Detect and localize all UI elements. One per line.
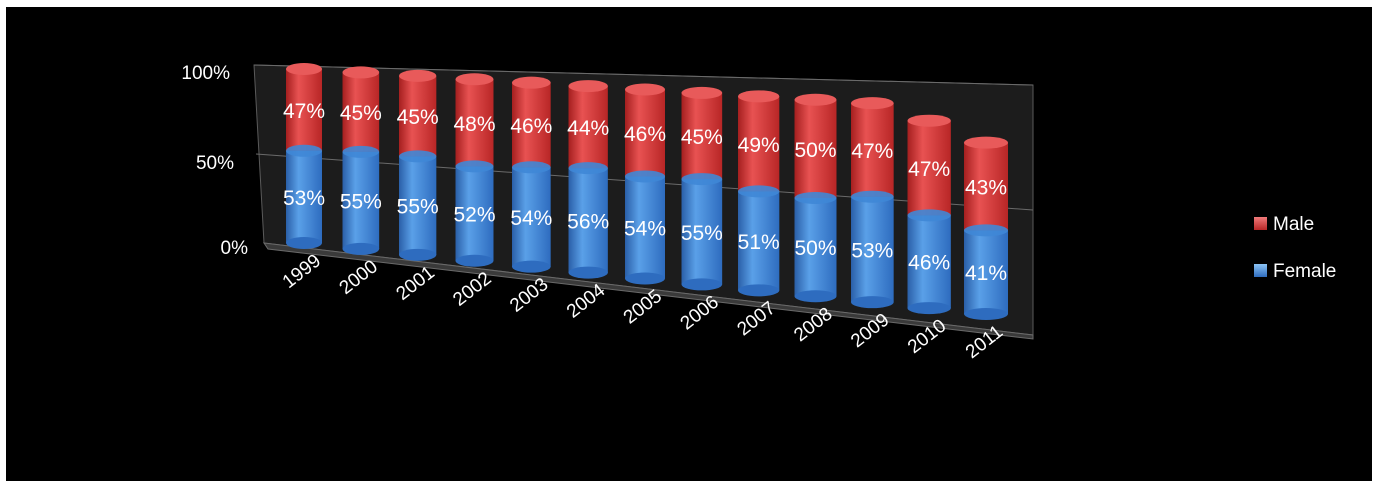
data-label-female: 51%	[738, 231, 780, 254]
data-label-male: 50%	[794, 139, 836, 162]
bar-female-base	[908, 302, 951, 314]
bar-male-cap	[682, 87, 723, 99]
bar-female-base	[512, 261, 551, 273]
x-tick-label: 1999	[279, 250, 325, 293]
data-label-male: 48%	[453, 113, 495, 136]
data-label-male: 47%	[908, 158, 950, 181]
bar-male-cap	[399, 70, 436, 82]
data-label-male: 47%	[851, 140, 893, 163]
bar-female-base	[343, 243, 380, 255]
bar-female-base	[682, 278, 723, 290]
bar-female-cap	[851, 191, 894, 203]
data-label-female: 53%	[283, 187, 325, 210]
data-label-male: 49%	[738, 134, 780, 157]
bar-female-cap	[682, 173, 723, 185]
data-label-female: 50%	[794, 237, 836, 260]
data-label-male: 43%	[965, 177, 1007, 200]
y-tick-label: 0%	[221, 238, 249, 259]
chart-area: 47% 53% 45% 55% 45% 55% 48% 52% 46% 54% 44% 56% 46% 5…	[6, 7, 1372, 481]
bar-female-cap	[512, 161, 551, 173]
data-label-female: 52%	[453, 204, 495, 227]
data-label-male: 46%	[510, 115, 552, 138]
data-label-male: 45%	[340, 102, 382, 125]
bar-female-cap	[625, 170, 665, 182]
data-label-female: 54%	[624, 217, 666, 240]
bar-male-cap	[795, 94, 837, 106]
bar-male-cap	[512, 77, 551, 89]
data-label-female: 55%	[340, 190, 382, 213]
bar-female-cap	[286, 145, 322, 157]
bar-female-cap	[399, 150, 436, 162]
bar-male-cap	[625, 84, 665, 96]
bar-female-base	[625, 273, 665, 285]
y-axis: 0% 50% 100%	[181, 63, 248, 259]
y-tick-label: 50%	[196, 153, 234, 174]
legend: Male Female	[1254, 214, 1336, 282]
bar-female-cap	[343, 146, 380, 158]
bar-female-base	[795, 290, 837, 302]
bar-female-cap	[964, 224, 1008, 236]
y-tick-label: 100%	[181, 63, 230, 84]
bar-female-base	[399, 249, 436, 261]
bar-female-cap	[795, 192, 837, 204]
bar-female-base	[964, 308, 1008, 320]
bar-male-cap	[569, 80, 608, 92]
bar-female-cap	[456, 160, 494, 172]
data-label-female: 53%	[851, 239, 893, 262]
bar-female-cap	[908, 209, 951, 221]
data-label-female: 56%	[567, 210, 609, 233]
legend-label-male: Male	[1273, 214, 1314, 235]
bar-female-base	[456, 255, 494, 267]
bar-female-base	[851, 296, 894, 308]
bar-female-cap	[738, 185, 779, 197]
x-tick-label: 2000	[336, 256, 382, 299]
data-label-female: 41%	[965, 262, 1007, 285]
data-label-male: 45%	[681, 126, 723, 149]
bar-male-cap	[738, 90, 779, 102]
data-label-male: 44%	[567, 117, 609, 140]
bar-female-base	[738, 284, 779, 296]
legend-swatch-female	[1254, 264, 1267, 277]
bar-male-cap	[908, 115, 951, 127]
data-label-male: 47%	[283, 100, 325, 123]
data-label-male: 45%	[397, 106, 439, 129]
data-label-female: 54%	[510, 207, 552, 230]
data-label-female: 46%	[908, 252, 950, 275]
legend-label-female: Female	[1273, 261, 1336, 282]
bar-male-cap	[286, 63, 322, 75]
bar-male-cap	[964, 137, 1008, 149]
bar-female-base	[286, 237, 322, 249]
bar-female-cap	[569, 162, 608, 174]
data-label-female: 55%	[681, 222, 723, 245]
bar-male-cap	[851, 97, 894, 109]
chart-svg: 47% 53% 45% 55% 45% 55% 48% 52% 46% 54% 44% 56% 46% 5…	[6, 7, 1372, 481]
bar-male-cap	[343, 66, 380, 78]
data-label-male: 46%	[624, 123, 666, 146]
bar-female-base	[569, 267, 608, 279]
legend-swatch-male	[1254, 217, 1267, 230]
data-label-female: 55%	[397, 196, 439, 219]
bar-male-cap	[456, 73, 494, 85]
